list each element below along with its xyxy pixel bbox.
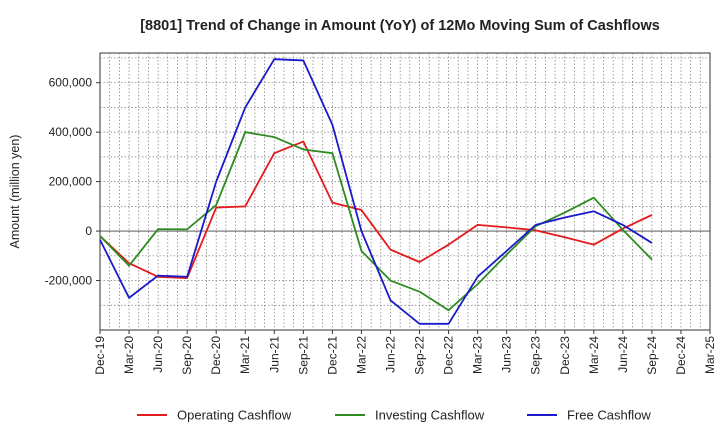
x-tick-label: Dec-23 [558, 336, 572, 375]
y-tick-label: 600,000 [49, 76, 93, 90]
x-tick-label: Mar-25 [703, 336, 717, 374]
x-tick-label: Dec-24 [674, 336, 688, 375]
series-lines [99, 58, 653, 325]
x-tick-label: Dec-20 [209, 336, 223, 375]
x-tick-label: Sep-23 [529, 336, 543, 375]
x-tick-label: Mar-21 [238, 336, 252, 374]
chart-title: [8801] Trend of Change in Amount (YoY) o… [140, 18, 660, 34]
y-tick-label: 200,000 [49, 175, 93, 189]
x-tick-label: Sep-20 [180, 336, 194, 375]
y-tick-label: -200,000 [45, 274, 93, 288]
x-tick-label: Mar-22 [354, 336, 368, 374]
x-tick-label: Mar-23 [471, 336, 485, 374]
y-tick-labels: -200,000 0 200,000 400,000 600,000 [45, 76, 100, 288]
x-tick-label: Dec-19 [93, 336, 107, 375]
series-line-free-cashflow [99, 58, 653, 325]
legend-label-operating-cashflow: Operating Cashflow [177, 408, 292, 423]
legend-label-investing-cashflow: Investing Cashflow [375, 408, 485, 423]
x-tick-label: Sep-21 [296, 336, 310, 375]
y-tick-label: 400,000 [49, 125, 93, 139]
legend-label-free-cashflow: Free Cashflow [567, 408, 651, 423]
x-tick-label: Jun-24 [616, 336, 630, 373]
x-tick-labels: Dec-19 Mar-20 Jun-20 Sep-20 Dec-20 Mar-21 Jun-… [93, 330, 717, 375]
series-line-operating-cashflow [99, 140, 653, 279]
x-tick-label: Jun-20 [151, 336, 165, 373]
x-tick-label: Jun-21 [267, 336, 281, 373]
grid-lines [100, 53, 710, 330]
legend: Operating Cashflow Investing Cashflow Free… [137, 408, 651, 423]
y-tick-label: 0 [85, 224, 92, 238]
x-tick-label: Jun-22 [383, 336, 397, 373]
plot-area [99, 52, 711, 331]
y-axis-label: Amount (million yen) [8, 135, 22, 249]
x-tick-label: Dec-21 [325, 336, 339, 375]
x-tick-label: Jun-23 [500, 336, 514, 373]
x-tick-label: Mar-20 [122, 336, 136, 374]
x-tick-label: Sep-22 [413, 336, 427, 375]
x-tick-label: Mar-24 [587, 336, 601, 374]
x-tick-label: Sep-24 [645, 336, 659, 375]
x-tick-label: Dec-22 [442, 336, 456, 375]
